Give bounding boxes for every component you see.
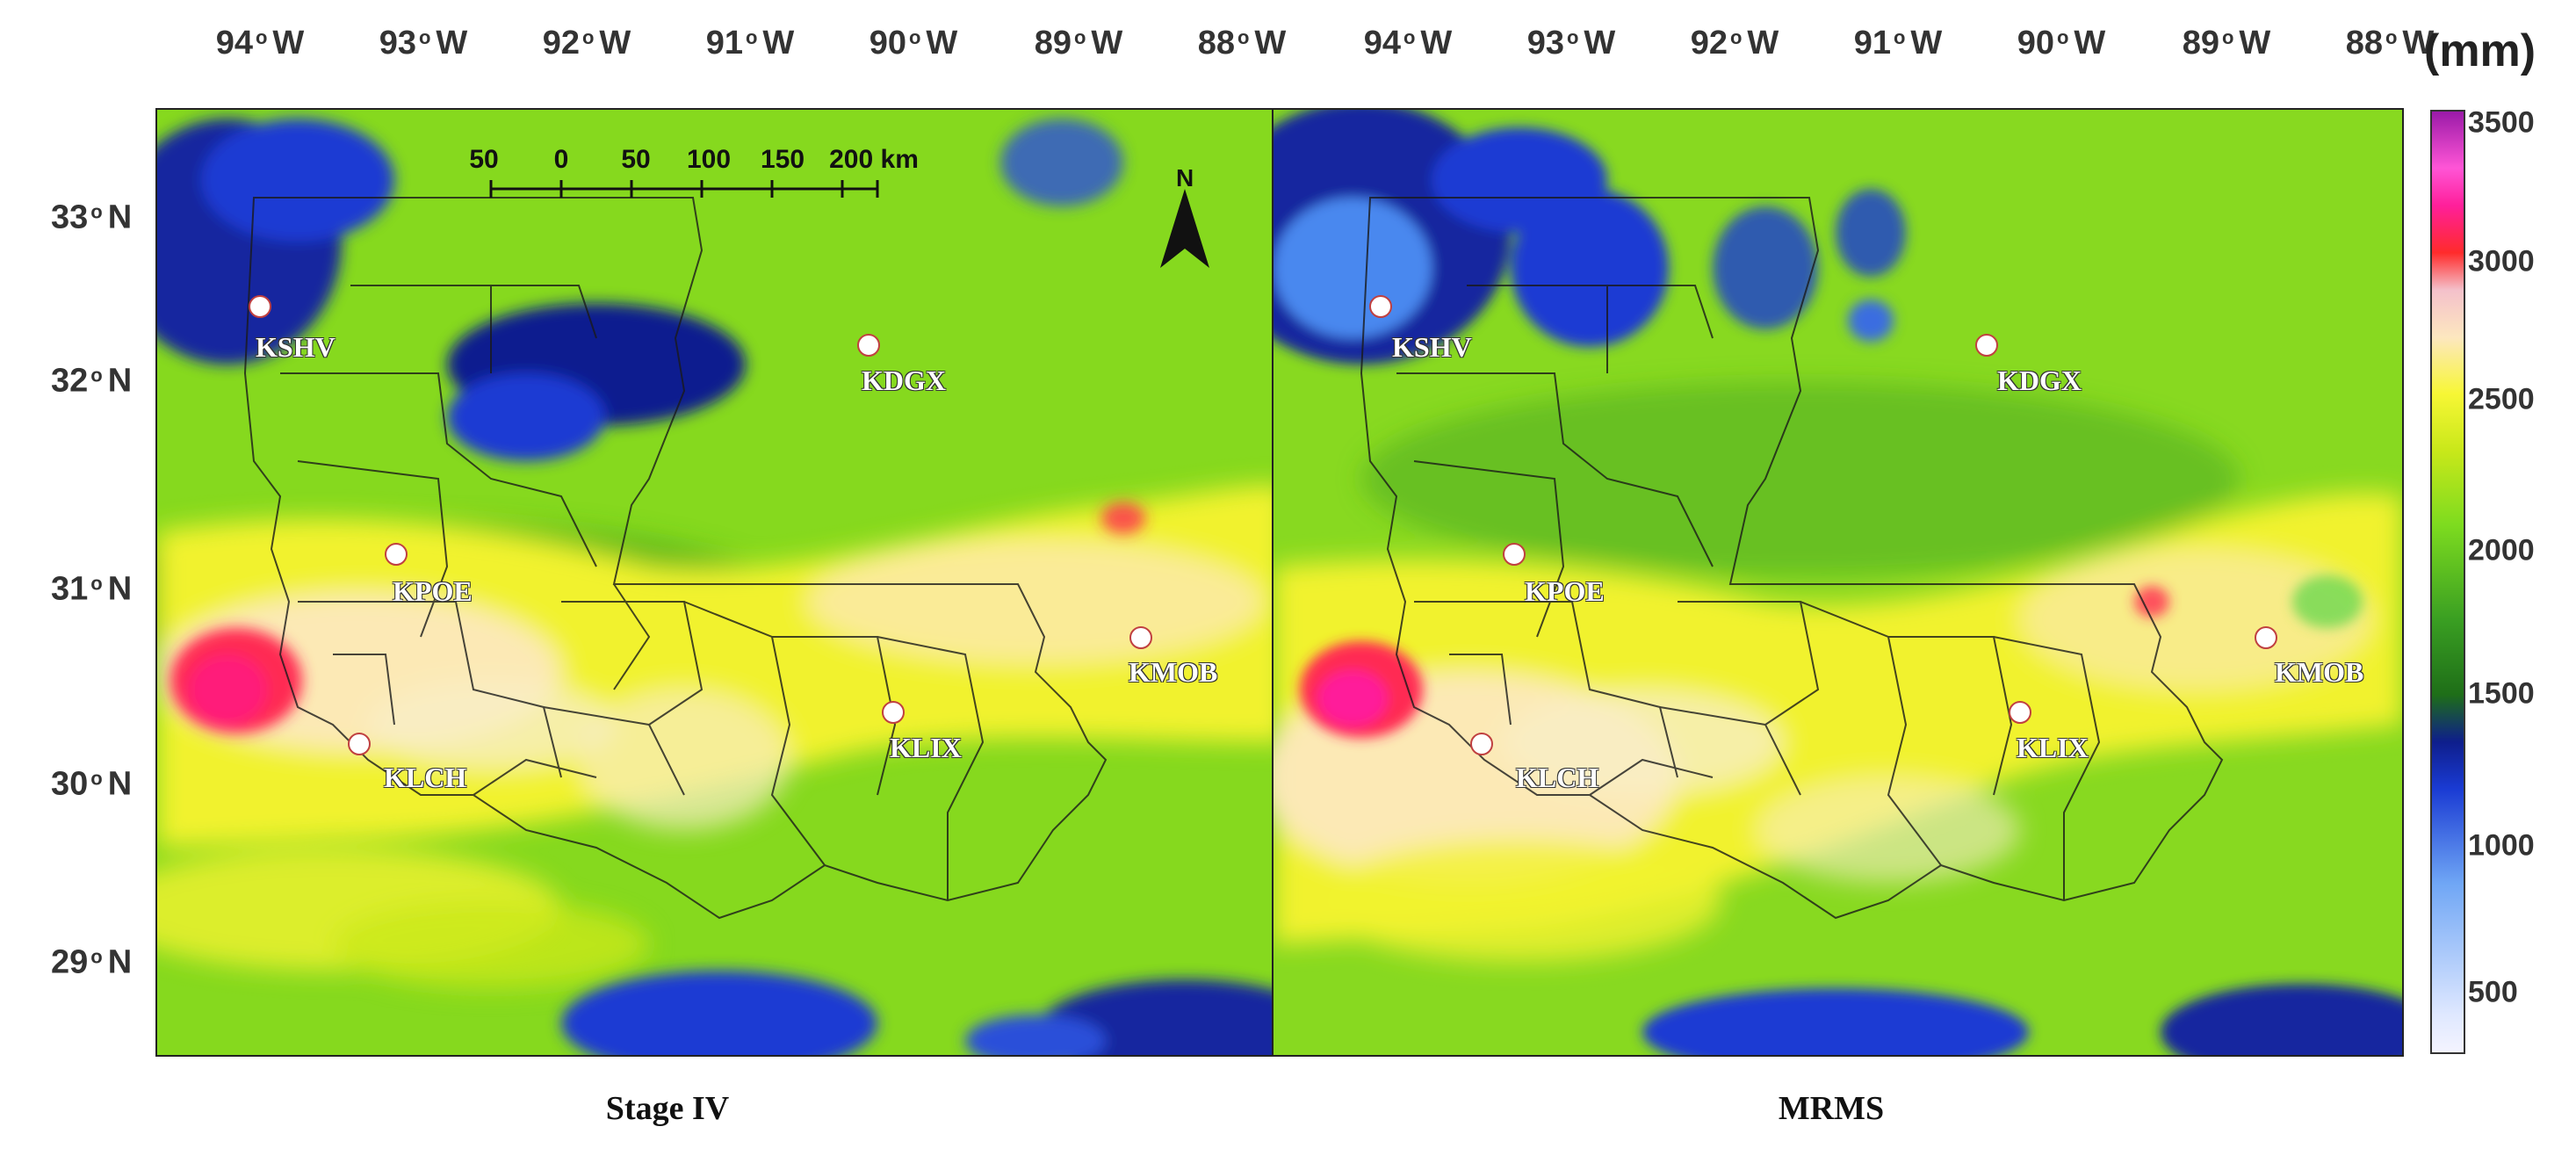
mrms-map-panel: KSHV KDGX KPOE KMOB KLIX KLCH — [1272, 108, 2404, 1057]
station-marker-klch — [348, 733, 371, 755]
scale-bar-label: 100 — [686, 145, 732, 174]
station-label-kmob: KMOB — [2275, 656, 2364, 688]
station-marker-kpoe — [385, 543, 408, 566]
lon-label: 88 o W — [1197, 25, 1287, 61]
colorbar-unit: (mm) — [2424, 25, 2536, 76]
colorbar-tick: 1000 — [2468, 828, 2535, 863]
station-label-kmob: KMOB — [1129, 656, 1218, 688]
station-marker-kdgx — [857, 334, 880, 357]
lon-label: 90 o W — [2017, 25, 2106, 61]
north-arrow-label: N — [1176, 164, 1194, 191]
colorbar-tick: 1500 — [2468, 676, 2535, 711]
station-marker-kmob — [1129, 626, 1152, 649]
lat-label: 32 o N — [51, 362, 133, 400]
lon-label: 88 o W — [2345, 25, 2435, 61]
station-label-kpoe: KPOE — [1525, 575, 1605, 607]
stage-iv-precip-field — [157, 110, 1286, 1055]
lon-label: 92 o W — [1690, 25, 1779, 61]
stage-iv-map-panel: 50 0 50 100 150 200 km N KSHV KDGX KPOE … — [155, 108, 1288, 1057]
lat-label: 29 o N — [51, 943, 133, 981]
colorbar-tick: 2500 — [2468, 382, 2535, 416]
lat-label: 31 o N — [51, 570, 133, 608]
mrms-precip-field — [1274, 110, 2402, 1055]
colorbar-tick: 3500 — [2468, 105, 2535, 140]
lon-label: 93 o W — [379, 25, 468, 61]
scale-bar-label: 150 — [760, 145, 805, 174]
lon-label: 91 o W — [1853, 25, 1943, 61]
lon-label: 89 o W — [1034, 25, 1123, 61]
lon-label: 91 o W — [705, 25, 795, 61]
station-marker-klix — [2009, 701, 2031, 724]
lat-label: 33 o N — [51, 199, 133, 236]
scale-bar-label: 50 — [621, 145, 651, 174]
lat-label: 30 o N — [51, 765, 133, 803]
lon-label: 89 o W — [2182, 25, 2271, 61]
scale-bar-label: 50 — [469, 145, 499, 174]
station-marker-kmob — [2255, 626, 2277, 649]
station-marker-klch — [1470, 733, 1493, 755]
station-label-kshv: KSHV — [256, 331, 336, 363]
station-marker-kshv — [1369, 295, 1392, 318]
panel-caption-mrms: MRMS — [1778, 1090, 1885, 1127]
station-label-klch: KLCH — [384, 762, 467, 793]
station-marker-kshv — [249, 295, 271, 318]
lon-label: 93 o W — [1526, 25, 1616, 61]
lon-label: 94 o W — [1363, 25, 1453, 61]
station-label-kpoe: KPOE — [393, 575, 473, 607]
lon-label: 92 o W — [542, 25, 631, 61]
panel-caption-stage-iv: Stage IV — [605, 1090, 730, 1127]
north-arrow-icon — [1160, 189, 1209, 268]
station-marker-kpoe — [1503, 543, 1526, 566]
station-marker-kdgx — [1975, 334, 1998, 357]
colorbar-tick: 2000 — [2468, 533, 2535, 567]
station-label-klch: KLCH — [1516, 762, 1599, 793]
station-marker-klix — [882, 701, 905, 724]
colorbar-tick: 500 — [2468, 975, 2518, 1009]
lon-label: 94 o W — [215, 25, 305, 61]
station-label-kdgx: KDGX — [862, 365, 946, 396]
scale-bar-label: 0 — [553, 145, 569, 174]
scale-bar — [489, 180, 879, 198]
station-label-kdgx: KDGX — [1997, 365, 2082, 396]
lon-label: 90 o W — [869, 25, 958, 61]
colorbar-tick: 3000 — [2468, 244, 2535, 278]
scale-bar-label: 200 km — [829, 145, 919, 174]
colorbar — [2430, 110, 2465, 1054]
station-label-kshv: KSHV — [1392, 331, 1472, 363]
station-label-klix: KLIX — [890, 732, 962, 763]
station-label-klix: KLIX — [2017, 732, 2089, 763]
